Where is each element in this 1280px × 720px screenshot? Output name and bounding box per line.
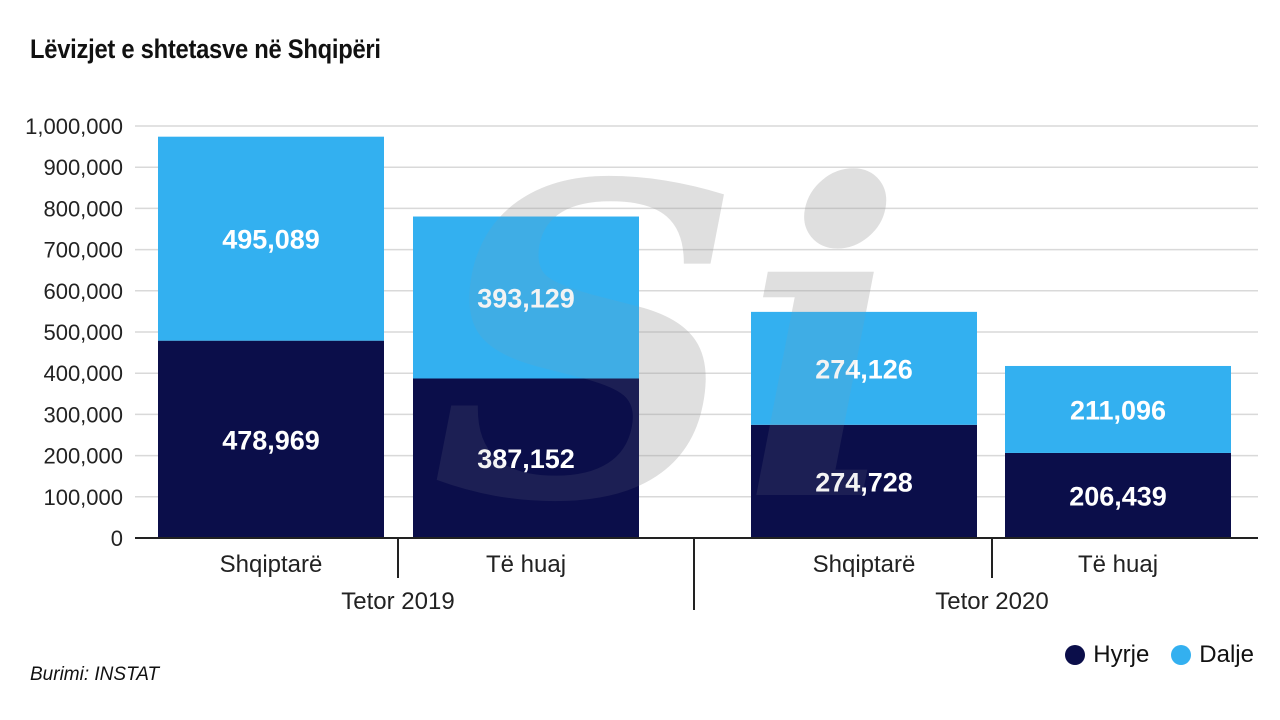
y-tick-label: 900,000 xyxy=(43,155,123,180)
bar-dalje xyxy=(1005,365,1231,453)
legend-swatch-dalje xyxy=(1171,645,1192,665)
legend: Hyrje Dalje xyxy=(1053,641,1254,669)
legend-item-dalje: Dalje xyxy=(1171,641,1254,669)
bar-hyrje xyxy=(158,340,384,538)
data-label-hyrje: 206,439 xyxy=(1069,481,1167,511)
bar-dalje xyxy=(413,216,639,379)
y-tick-label: 0 xyxy=(111,526,123,551)
y-tick-label: 200,000 xyxy=(43,444,123,469)
y-tick-label: 600,000 xyxy=(43,279,123,304)
x-group-label: Tetor 2020 xyxy=(935,588,1048,615)
x-category-label: Shqiptarë xyxy=(220,551,323,578)
legend-label-hyrje: Hyrje xyxy=(1093,641,1150,668)
y-tick-label: 1,000,000 xyxy=(25,114,123,139)
bar-hyrje xyxy=(751,424,977,538)
y-tick-label: 700,000 xyxy=(43,238,123,263)
y-tick-label: 300,000 xyxy=(43,402,123,427)
data-label-hyrje: 387,152 xyxy=(477,444,575,474)
data-label-hyrje: 274,728 xyxy=(815,467,913,497)
x-group-label: Tetor 2019 xyxy=(341,588,454,615)
data-label-dalje: 274,126 xyxy=(815,354,913,384)
bar-dalje xyxy=(751,311,977,425)
bar-hyrje xyxy=(1005,452,1231,538)
legend-label-dalje: Dalje xyxy=(1199,641,1254,668)
y-tick-label: 100,000 xyxy=(43,485,123,510)
data-label-dalje: 211,096 xyxy=(1070,395,1166,425)
y-tick-label: 800,000 xyxy=(43,196,123,221)
legend-item-hyrje: Hyrje xyxy=(1065,641,1149,669)
x-category-label: Të huaj xyxy=(1078,551,1158,578)
y-tick-label: 500,000 xyxy=(43,320,123,345)
legend-swatch-hyrje xyxy=(1065,645,1086,665)
x-category-label: Shqiptarë xyxy=(813,551,916,578)
watermark-logo-overlay: Si xyxy=(431,92,905,597)
data-label-dalje: 495,089 xyxy=(222,225,320,255)
data-label-dalje: 393,129 xyxy=(477,284,575,314)
x-category-label: Të huaj xyxy=(486,551,566,578)
source-note: Burimi: INSTAT xyxy=(30,664,160,685)
data-label-hyrje: 478,969 xyxy=(222,425,320,455)
bar-dalje xyxy=(158,136,384,341)
bar-hyrje xyxy=(413,378,639,538)
chart-title: Lëvizjet e shtetasve në Shqipëri xyxy=(30,34,381,64)
y-tick-label: 400,000 xyxy=(43,361,123,386)
